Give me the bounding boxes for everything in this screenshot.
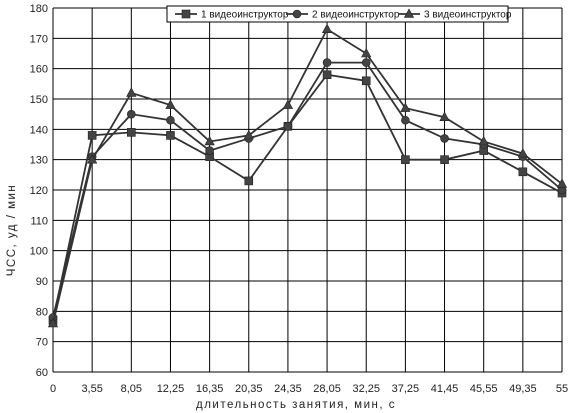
data-point — [166, 131, 175, 140]
data-point — [361, 47, 372, 58]
series-3 — [47, 23, 568, 328]
x-tick-label: 24,35 — [274, 383, 302, 395]
legend: 1 видеоинструктор 2 видеоинструктор 3 виде… — [166, 5, 512, 23]
data-point — [165, 99, 176, 109]
x-tick-label: 49,35 — [509, 383, 537, 395]
series-1 — [48, 70, 567, 325]
data-point — [205, 146, 214, 155]
data-point — [401, 115, 410, 125]
x-tick-label: 12,25 — [157, 383, 185, 395]
series-line — [52, 61, 563, 318]
series-line — [52, 27, 563, 324]
x-tick-label: 55 — [556, 383, 568, 395]
x-tick-label: 16,35 — [196, 383, 224, 395]
x-tick-label: 37,25 — [392, 383, 420, 395]
grid — [52, 7, 563, 373]
x-tick-label: 32,25 — [352, 383, 380, 395]
x-tick-label: 41,45 — [431, 383, 459, 395]
data-point — [440, 134, 449, 143]
data-point — [518, 167, 528, 177]
x-tick-label: 20,35 — [235, 383, 263, 395]
data-point — [127, 109, 136, 119]
legend-label: 3 видеоинструктор — [424, 10, 512, 21]
data-point — [127, 128, 136, 137]
series-line — [52, 73, 563, 321]
data-point — [440, 155, 449, 164]
y-tick-label: 100 — [30, 246, 48, 258]
y-axis-ticks: 60 70 80 90 100 110 120 130 140 150 160 170 180 — [30, 3, 48, 379]
legend-marker — [403, 8, 415, 18]
data-point — [439, 111, 450, 121]
data-point — [204, 135, 215, 146]
y-tick-label: 140 — [30, 124, 48, 136]
data-point — [87, 154, 98, 164]
data-point — [400, 102, 411, 112]
x-axis-ticks: 0 3,55 8,05 12,25 16,35 20,35 24,35 28,05 32,25 3… — [50, 383, 568, 395]
y-tick-label: 90 — [36, 276, 48, 288]
series-2 — [48, 58, 567, 322]
data-point — [244, 176, 254, 186]
y-tick-label: 170 — [30, 33, 48, 45]
x-axis-label: длительность занятия, мин, с — [196, 399, 396, 411]
legend-marker — [181, 9, 191, 19]
data-point — [87, 131, 97, 140]
y-tick-label: 160 — [30, 64, 48, 76]
y-tick-label: 150 — [30, 94, 48, 106]
x-tick-label: 8,05 — [121, 383, 142, 395]
data-point — [282, 99, 294, 109]
y-tick-label: 180 — [30, 3, 48, 15]
y-tick-label: 130 — [30, 155, 48, 167]
legend-marker — [292, 9, 302, 19]
x-tick-label: 28,05 — [313, 383, 341, 395]
y-axis-label: ЧСС, уд / мин — [6, 184, 18, 277]
y-tick-label: 60 — [36, 367, 48, 379]
data-point — [283, 122, 293, 131]
y-tick-label: 110 — [30, 215, 48, 227]
legend-label: 2 видеоинструктор — [312, 10, 400, 21]
series — [47, 23, 568, 328]
data-point — [243, 129, 254, 140]
data-point — [166, 115, 175, 125]
data-point — [401, 155, 410, 164]
x-tick-label: 45,55 — [470, 383, 498, 395]
data-point — [47, 317, 59, 328]
legend-label: 1 видеоинструктор — [201, 10, 289, 21]
data-point — [322, 58, 332, 67]
data-point — [517, 147, 528, 158]
data-point — [126, 87, 137, 97]
data-point — [361, 58, 371, 67]
y-tick-label: 120 — [30, 185, 48, 197]
data-point — [556, 178, 568, 188]
y-tick-label: 70 — [36, 337, 48, 349]
data-point — [478, 135, 489, 146]
legend-box — [166, 5, 509, 23]
x-tick-label: 0 — [50, 383, 56, 395]
x-tick-label: 3,55 — [81, 383, 102, 395]
data-point — [322, 70, 332, 80]
data-point — [361, 76, 371, 86]
data-point — [321, 23, 333, 34]
y-tick-label: 80 — [36, 306, 48, 318]
